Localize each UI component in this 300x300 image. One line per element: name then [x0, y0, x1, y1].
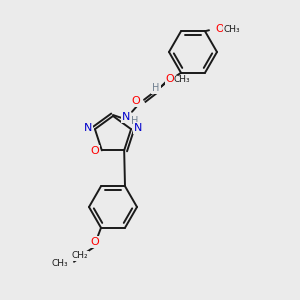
- Text: O: O: [166, 74, 174, 84]
- Text: O: O: [91, 237, 99, 247]
- Text: CH₃: CH₃: [174, 75, 190, 84]
- Text: CH₂: CH₂: [72, 251, 88, 260]
- Text: CH₃: CH₃: [223, 25, 240, 34]
- Text: O: O: [215, 24, 224, 34]
- Text: O: O: [132, 96, 140, 106]
- Text: O: O: [91, 146, 99, 156]
- Text: CH₃: CH₃: [52, 259, 68, 268]
- Text: H: H: [131, 116, 139, 126]
- Text: N: N: [134, 123, 142, 133]
- Text: H: H: [152, 83, 160, 93]
- Text: N: N: [122, 112, 130, 122]
- Text: N: N: [84, 123, 92, 133]
